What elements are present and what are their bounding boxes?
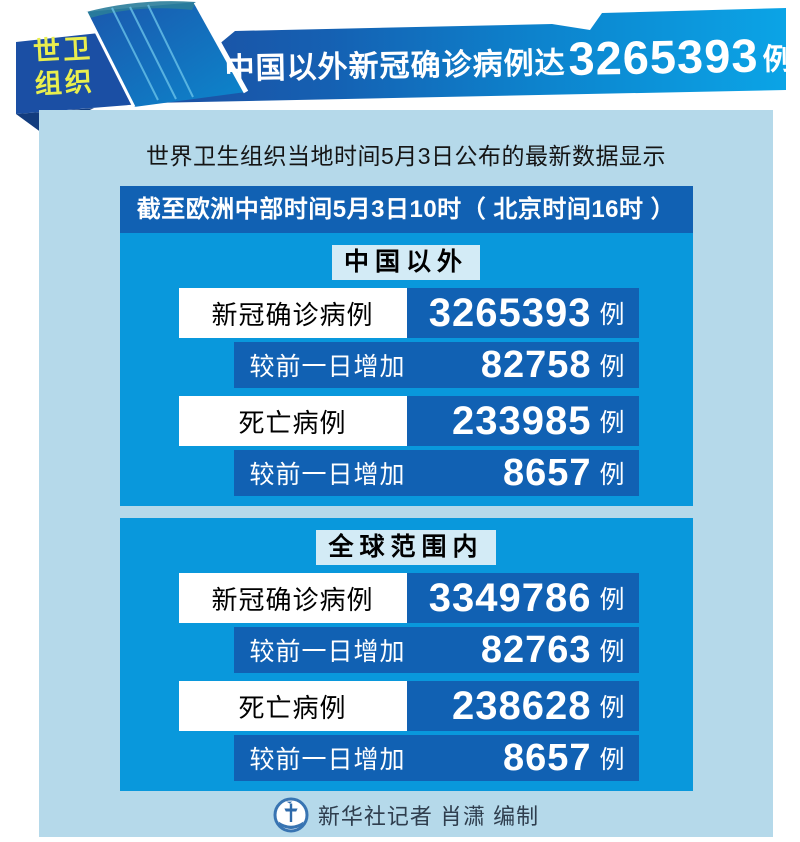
stat-unit: 例 xyxy=(599,353,625,381)
ribbon-swoosh xyxy=(86,2,246,107)
section-title-row: 中国以外 xyxy=(120,245,693,280)
section-title: 全球范围内 xyxy=(316,530,496,565)
stat-number: 3349786 xyxy=(428,575,592,620)
headline: 中国以外新冠确诊病例达 3265393 例 xyxy=(224,21,793,101)
stat-unit: 例 xyxy=(599,409,625,437)
stat-value: 82763 例 xyxy=(481,629,639,672)
stat-label: 死亡病例 xyxy=(178,681,407,731)
stat-row-deaths: 死亡病例 233985 例 xyxy=(178,396,639,446)
stat-number: 8657 xyxy=(502,736,592,779)
cutoff-time-bar: 截至欧洲中部时间5月3日10时（ 北京时间16时 ） xyxy=(119,186,693,233)
swoosh-streak xyxy=(147,4,194,98)
who-tag-label: 世卫 组织 xyxy=(32,32,95,101)
banner-ribbon-graphic xyxy=(16,0,786,133)
headline-number: 3265393 xyxy=(568,28,759,85)
stat-unit: 例 xyxy=(599,694,625,722)
subtitle: 世界卫生组织当地时间5月3日公布的最新数据显示 xyxy=(145,143,667,169)
stat-unit: 例 xyxy=(599,461,625,489)
stat-row-daily-increase: 较前一日增加 8657 例 xyxy=(233,735,639,781)
stat-unit: 例 xyxy=(599,746,625,774)
stat-label: 较前一日增加 xyxy=(249,353,406,381)
stat-unit: 例 xyxy=(599,301,625,329)
banner-band xyxy=(148,8,786,103)
stat-unit: 例 xyxy=(599,638,625,666)
credit-text: 新华社记者 肖潇 编制 xyxy=(317,804,540,829)
headline-text: 中国以外新冠确诊病例达 xyxy=(224,47,566,86)
content-panel: 世界卫生组织当地时间5月3日公布的最新数据显示 截至欧洲中部时间5月3日10时（… xyxy=(39,110,773,837)
stat-row-confirmed: 新冠确诊病例 3265393 例 xyxy=(178,288,639,338)
section-title-row: 全球范围内 xyxy=(120,530,693,565)
swoosh-streak xyxy=(111,7,159,101)
stat-row-daily-increase: 较前一日增加 8657 例 xyxy=(233,450,639,496)
stat-number: 82758 xyxy=(480,343,592,386)
stat-label: 死亡病例 xyxy=(178,396,407,446)
stat-label: 较前一日增加 xyxy=(249,638,406,666)
stat-number: 238628 xyxy=(452,683,592,728)
swoosh-streak xyxy=(129,6,177,100)
headline-unit: 例 xyxy=(762,43,794,77)
swoosh-edge xyxy=(84,11,136,108)
stat-label: 新冠确诊病例 xyxy=(178,573,407,623)
who-tag-line2: 组织 xyxy=(34,66,96,100)
stat-value: 82758 例 xyxy=(481,344,639,387)
stat-label: 较前一日增加 xyxy=(249,461,406,489)
stat-value: 8657 例 xyxy=(503,452,639,495)
section-outside-china: 中国以外 新冠确诊病例 3265393 例 较前一日增加 82758 例 死亡病… xyxy=(119,233,693,506)
stat-value: 3349786 例 xyxy=(406,573,639,623)
stat-number: 82763 xyxy=(480,628,592,671)
ribbon-swoosh-cap xyxy=(86,1,196,18)
stat-row-deaths: 死亡病例 238628 例 xyxy=(178,681,639,731)
stat-row-daily-increase: 较前一日增加 82763 例 xyxy=(233,627,639,673)
stat-row-confirmed: 新冠确诊病例 3349786 例 xyxy=(178,573,639,623)
stat-value: 3265393 例 xyxy=(406,288,639,338)
swoosh-edge xyxy=(193,0,249,94)
stat-label: 较前一日增加 xyxy=(249,746,406,774)
stat-number: 3265393 xyxy=(428,290,592,335)
stat-number: 233985 xyxy=(452,398,592,443)
who-tag-line1: 世卫 xyxy=(32,33,94,67)
section-global: 全球范围内 新冠确诊病例 3349786 例 较前一日增加 82763 例 死亡… xyxy=(119,518,693,791)
section-title: 中国以外 xyxy=(331,245,480,280)
stat-row-daily-increase: 较前一日增加 82758 例 xyxy=(233,342,639,388)
stat-value: 238628 例 xyxy=(406,681,639,731)
xinhua-emblem-icon xyxy=(273,797,309,833)
stat-unit: 例 xyxy=(599,586,625,614)
stat-value: 233985 例 xyxy=(406,396,639,446)
stat-value: 8657 例 xyxy=(503,737,639,780)
footer-credit: 新华社记者 肖潇 编制 xyxy=(39,797,773,833)
stat-label: 新冠确诊病例 xyxy=(178,288,407,338)
stat-number: 8657 xyxy=(502,451,592,494)
